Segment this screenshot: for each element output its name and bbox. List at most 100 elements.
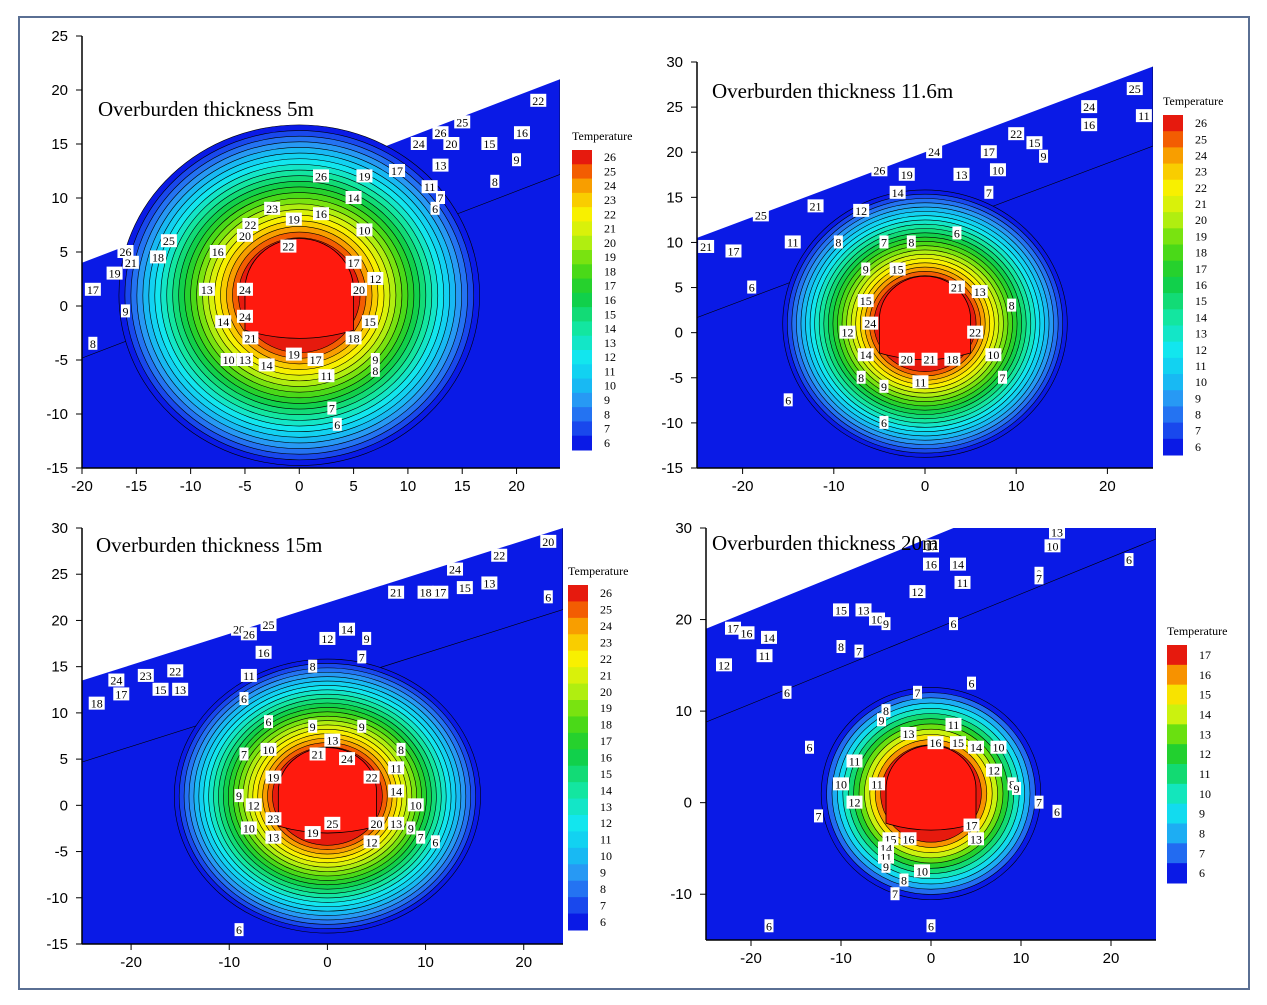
contour-label-box <box>1081 100 1098 114</box>
contour-label-box <box>889 262 906 276</box>
contour-label: 6 <box>543 590 553 604</box>
contour-label: 9 <box>120 304 130 318</box>
legend-swatch-12 <box>572 350 592 365</box>
legend-level-label: 23 <box>600 636 612 650</box>
contour-label-box <box>236 282 253 296</box>
legend-level-label: 16 <box>1199 668 1211 682</box>
contour-label: 24 <box>926 145 943 159</box>
contour-label: 22 <box>167 664 184 678</box>
contour-label-text: 22 <box>244 218 256 232</box>
legend-level-label: 11 <box>604 364 616 378</box>
y-tick-label: 10 <box>675 703 692 720</box>
contour-label-box <box>967 325 984 339</box>
y-tick-label: 20 <box>51 82 68 99</box>
contour-label: 17 <box>923 539 939 553</box>
contour-label: 15 <box>481 137 498 151</box>
contour-label: 18 <box>944 352 961 367</box>
contour-label-box <box>948 280 965 294</box>
y-tick-label: -5 <box>670 370 683 387</box>
contour-label: 7 <box>1034 795 1044 810</box>
contour-label: 12 <box>363 835 380 849</box>
contour-label: 17 <box>980 145 997 159</box>
contour-label-box <box>363 770 380 784</box>
contour-label-box <box>388 816 405 830</box>
contour-label-text: 26 <box>243 627 255 641</box>
contour-label-box <box>1081 118 1098 132</box>
contour-label: 7 <box>890 887 900 901</box>
contour-label-text: 10 <box>993 741 1005 755</box>
contour-label: 25 <box>324 816 341 831</box>
contour-label-box <box>881 704 891 718</box>
contour-label-box <box>1039 149 1049 163</box>
contour-label-text: 7 <box>915 686 921 700</box>
contour-label-text: 6 <box>784 686 790 700</box>
contour-label-text: 15 <box>364 315 376 329</box>
contour-label-box <box>833 603 849 617</box>
contour-label: 7 <box>436 191 445 205</box>
contour-label-text: 6 <box>881 416 887 430</box>
contour-label-box <box>88 336 98 350</box>
contour-label: 19 <box>106 266 123 281</box>
contour-label: 24 <box>236 282 253 297</box>
legend-level-label: 17 <box>1195 262 1207 276</box>
contour-label-text: 11 <box>787 235 799 249</box>
contour-label-text: 21 <box>125 256 137 270</box>
y-tick-label: 20 <box>675 612 692 629</box>
legend-level-label: 11 <box>1195 359 1207 373</box>
contour-label-box <box>236 228 253 242</box>
contour-label: 7 <box>998 370 1008 385</box>
contour-label: 25 <box>752 208 769 222</box>
contour-label: 22 <box>1008 127 1025 141</box>
contour-label-text: 17 <box>310 353 322 367</box>
legend-level-label: 12 <box>1195 343 1207 357</box>
contour-label-text: 9 <box>1014 782 1020 796</box>
contour-label-box <box>926 145 943 159</box>
y-tick-label: -10 <box>46 406 68 423</box>
contour-label: 7 <box>913 685 922 700</box>
legend-level-label: 13 <box>1199 727 1211 741</box>
contour-label-text: 9 <box>364 632 370 646</box>
contour-label-box <box>1044 539 1061 553</box>
legend-level-label: 7 <box>1199 846 1205 860</box>
contour-label: 13 <box>198 282 215 297</box>
contour-label-text: 15 <box>155 683 167 697</box>
legend-swatch-6 <box>568 913 588 931</box>
contour-label: 9 <box>1039 149 1049 164</box>
contour-label-text: 9 <box>863 263 869 277</box>
contour-label-box <box>747 280 757 294</box>
contour-label-text: 8 <box>835 235 841 249</box>
contour-label: 6 <box>234 923 244 937</box>
legend-level-label: 24 <box>1195 148 1207 162</box>
y-tick-label: 0 <box>60 298 68 315</box>
x-tick-label: 10 <box>1013 950 1030 967</box>
contour-label: 10 <box>833 777 849 791</box>
y-tick-label: 20 <box>666 144 683 161</box>
contour-label-text: 8 <box>901 873 907 887</box>
contour-label-box <box>152 682 169 696</box>
y-tick-label: 15 <box>51 136 68 153</box>
contour-label: 15 <box>833 603 849 617</box>
y-tick-label: 5 <box>60 751 68 768</box>
tunnel-core <box>885 745 977 831</box>
contour-label-text: 13 <box>267 831 279 845</box>
legend-title: Temperature <box>572 129 632 143</box>
legend-swatch-19 <box>1163 228 1183 246</box>
legend-swatch-14 <box>572 321 592 337</box>
sky-region <box>82 528 563 681</box>
contour-label-text: 8 <box>398 743 404 757</box>
contour-label-box <box>857 294 874 308</box>
contour-label-text: 8 <box>90 337 96 351</box>
legend-level-label: 8 <box>1199 826 1205 840</box>
contour-label: 14 <box>761 630 777 645</box>
legend-swatch-9 <box>568 864 588 882</box>
contour-label-text: 18 <box>348 331 360 345</box>
contour-label: 26 <box>313 169 329 183</box>
legend-swatch-15 <box>568 765 588 783</box>
contour-label: 15 <box>857 294 874 308</box>
contour-label: 13 <box>855 603 872 617</box>
contour-label-text: 8 <box>883 704 889 718</box>
contour-label: 11 <box>912 375 929 389</box>
sky-region <box>697 62 1153 238</box>
contour-label-box <box>530 93 547 107</box>
legend-swatch-17 <box>1163 260 1183 278</box>
